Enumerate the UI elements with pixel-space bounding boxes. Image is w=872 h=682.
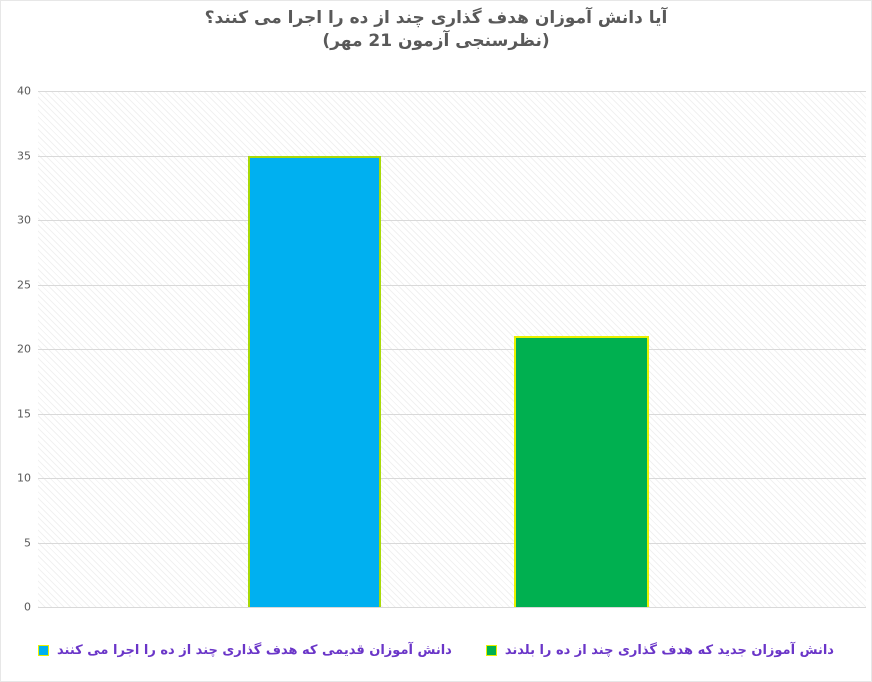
plot-area — [38, 91, 866, 608]
legend-item: دانش آموزان قدیمی که هدف گذاری چند از ده… — [38, 643, 452, 658]
chart-title: آیا دانش آموزان هدف گذاری چند از ده را ا… — [1, 7, 871, 53]
y-axis-tick-label: 20 — [17, 342, 31, 356]
legend-item: دانش آموزان جدید که هدف گذاری چند از ده … — [485, 642, 834, 658]
gridline — [38, 220, 866, 221]
bar-new-students — [513, 336, 649, 607]
gridline — [38, 542, 866, 544]
green-square-icon — [485, 644, 497, 656]
y-axis-tick-label: 5 — [24, 536, 31, 549]
gridline — [38, 413, 866, 415]
legend-item-label: دانش آموزان جدید که هدف گذاری چند از ده … — [504, 642, 834, 658]
y-axis-tick-label: 30 — [17, 213, 31, 227]
y-axis-tick-label: 35 — [17, 149, 31, 162]
y-axis-tick-label: 15 — [17, 407, 31, 420]
chart-title-line1: آیا دانش آموزان هدف گذاری چند از ده را ا… — [204, 8, 668, 28]
bar-old-students — [247, 155, 382, 607]
gridline — [38, 607, 866, 608]
gridline — [38, 91, 866, 92]
legend-item-label: دانش آموزان قدیمی که هدف گذاری چند از ده… — [57, 642, 452, 658]
gridline — [38, 155, 866, 157]
y-axis-tick-label: 40 — [17, 84, 31, 98]
y-axis-tick-label: 25 — [17, 278, 31, 291]
gridline — [38, 349, 866, 350]
y-axis-tick-label: 10 — [17, 471, 31, 485]
chart-title-line2: (نظرسنجی آزمون 21 مهر) — [322, 31, 550, 51]
cyan-square-icon — [38, 644, 50, 656]
legend: دانش آموزان جدید که هدف گذاری چند از ده … — [1, 631, 871, 669]
gridline — [38, 284, 866, 286]
y-axis-tick-label: 0 — [24, 600, 31, 614]
gridline — [38, 478, 866, 479]
